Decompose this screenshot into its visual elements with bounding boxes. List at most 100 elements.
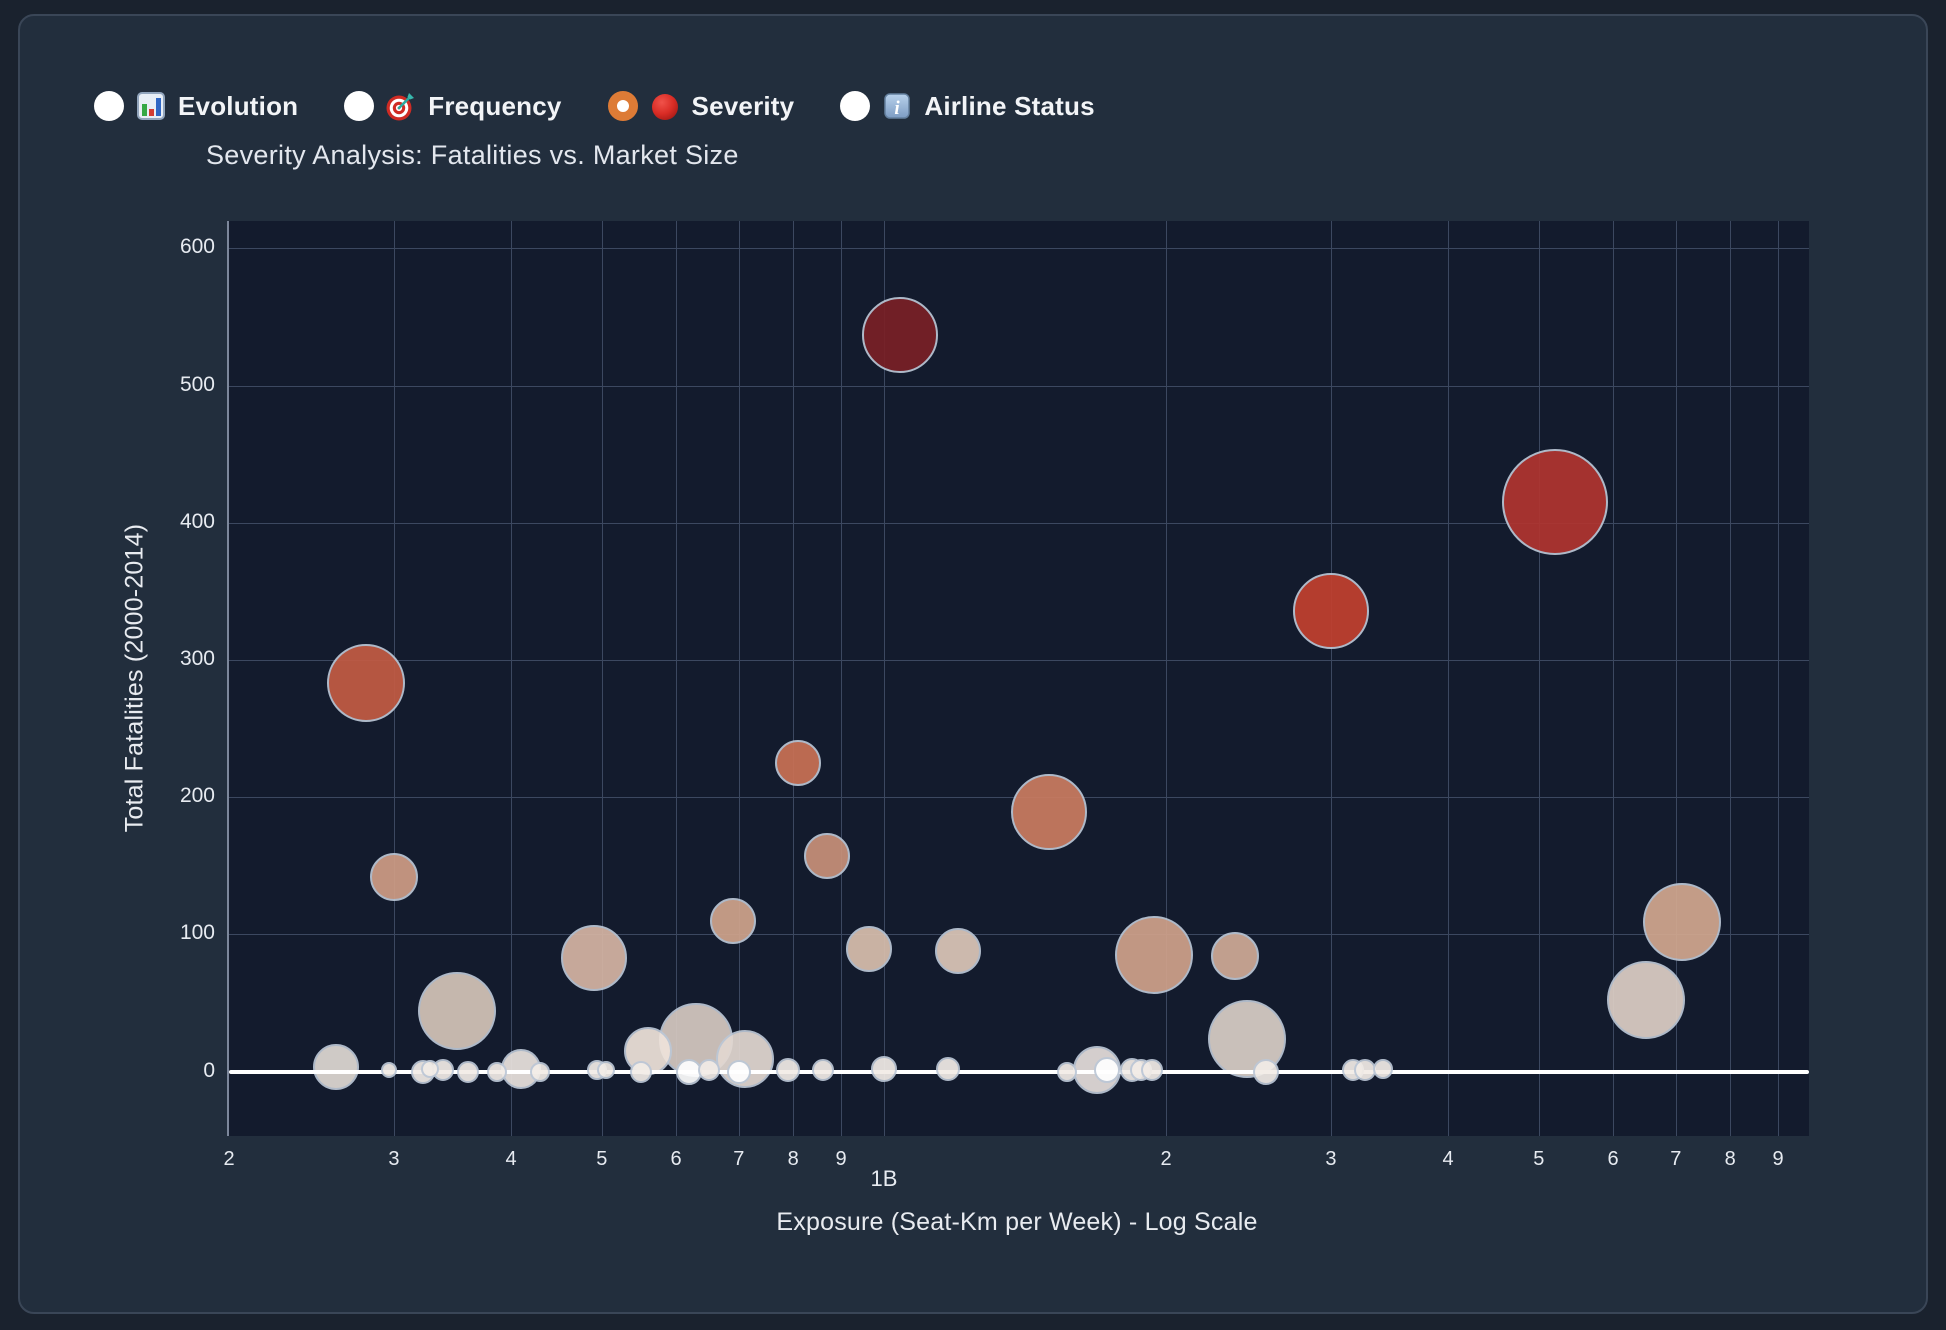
x-gridline xyxy=(793,221,795,1136)
y-tick-label: 500 xyxy=(179,372,215,396)
radio-option-frequency[interactable]: Frequency xyxy=(344,90,561,122)
x-tick-label: 8 xyxy=(1724,1148,1736,1170)
x-tick-label: 9 xyxy=(835,1148,847,1170)
radio-label: Airline Status xyxy=(924,90,1095,121)
data-point[interactable] xyxy=(804,833,851,880)
svg-text:i: i xyxy=(895,98,901,119)
radio-option-severity[interactable]: Severity xyxy=(607,90,795,122)
data-point[interactable] xyxy=(1253,1058,1280,1085)
radio-dot[interactable] xyxy=(840,91,871,121)
red-circle-icon xyxy=(649,90,681,122)
x-gridline xyxy=(841,221,843,1136)
data-point[interactable] xyxy=(417,972,496,1051)
x-tick-label: 3 xyxy=(1325,1148,1337,1170)
data-point[interactable] xyxy=(457,1060,480,1083)
radio-option-evolution[interactable]: Evolution xyxy=(94,90,298,122)
data-point[interactable] xyxy=(709,897,756,944)
x-tick-label: 7 xyxy=(733,1148,745,1170)
target-icon xyxy=(385,90,417,122)
plot-clip xyxy=(229,221,1809,1136)
data-point[interactable] xyxy=(421,1059,440,1078)
x-gridline xyxy=(883,221,885,1136)
y-tick-label: 400 xyxy=(179,509,215,533)
chart-card: Evolution Frequency Severity i Airline S… xyxy=(18,14,1928,1314)
info-icon: i xyxy=(881,90,913,122)
data-point[interactable] xyxy=(1292,572,1369,649)
data-point[interactable] xyxy=(776,1058,800,1083)
radio-dot[interactable] xyxy=(344,91,375,121)
data-point[interactable] xyxy=(697,1059,720,1082)
zero-line xyxy=(229,1069,1809,1074)
data-point[interactable] xyxy=(560,924,627,991)
x-tick-label: 9 xyxy=(1772,1148,1784,1170)
x-tick-label: 2 xyxy=(1160,1148,1172,1170)
x-gridline xyxy=(1448,221,1450,1136)
x-gridline xyxy=(511,221,513,1136)
chart-title: Severity Analysis: Fatalities vs. Market… xyxy=(206,140,739,170)
x-gridline xyxy=(738,221,740,1136)
data-point[interactable] xyxy=(1211,932,1260,981)
radio-dot[interactable] xyxy=(94,91,124,121)
data-point[interactable] xyxy=(726,1059,751,1084)
data-point[interactable] xyxy=(629,1060,652,1083)
y-tick-label: 600 xyxy=(179,235,215,259)
x-tick-label: 4 xyxy=(1442,1148,1454,1170)
data-point[interactable] xyxy=(775,739,822,786)
data-point[interactable] xyxy=(1501,449,1608,556)
y-gridline xyxy=(229,522,1809,524)
data-point[interactable] xyxy=(1642,882,1721,961)
data-point[interactable] xyxy=(312,1044,359,1091)
data-point[interactable] xyxy=(935,1056,960,1081)
radio-label: Evolution xyxy=(178,90,299,121)
data-point[interactable] xyxy=(811,1059,834,1082)
x-gridline xyxy=(601,221,603,1136)
data-point[interactable] xyxy=(486,1061,507,1082)
x-tick-label: 6 xyxy=(670,1148,682,1170)
x-gridline xyxy=(1613,221,1615,1136)
x-axis-title: Exposure (Seat-Km per Week) - Log Scale xyxy=(776,1208,1258,1236)
data-point[interactable] xyxy=(1093,1057,1120,1084)
x-tick-label: 1B xyxy=(870,1166,898,1191)
x-tick-label: 4 xyxy=(505,1148,517,1170)
x-gridline xyxy=(1166,221,1167,1136)
data-point[interactable] xyxy=(1373,1058,1394,1079)
data-point[interactable] xyxy=(1114,915,1193,994)
data-point[interactable] xyxy=(935,927,982,974)
x-tick-label: 6 xyxy=(1607,1148,1619,1170)
y-gridline xyxy=(229,385,1809,387)
data-point[interactable] xyxy=(369,852,418,901)
data-point[interactable] xyxy=(596,1061,615,1080)
data-point[interactable] xyxy=(861,296,938,373)
radio-dot[interactable] xyxy=(607,91,638,121)
x-tick-label: 2 xyxy=(223,1148,235,1170)
data-point[interactable] xyxy=(1140,1059,1163,1082)
view-selector: Evolution Frequency Severity i Airline S… xyxy=(94,90,1095,122)
x-tick-label: 8 xyxy=(787,1148,799,1170)
x-tick-label: 5 xyxy=(596,1148,608,1170)
x-tick-label: 5 xyxy=(1533,1148,1545,1170)
y-tick-label: 100 xyxy=(179,921,215,945)
radio-label: Frequency xyxy=(428,90,562,121)
x-gridline xyxy=(1675,221,1677,1136)
x-tick-label: 7 xyxy=(1670,1148,1682,1170)
data-point[interactable] xyxy=(1606,961,1685,1040)
x-tick-label: 3 xyxy=(388,1148,400,1170)
y-gridline xyxy=(229,934,1809,936)
data-point[interactable] xyxy=(846,926,893,973)
data-point[interactable] xyxy=(870,1055,897,1082)
y-tick-label: 300 xyxy=(179,646,215,670)
bar-chart-icon xyxy=(135,90,167,122)
x-gridline xyxy=(1538,221,1540,1136)
radio-label: Severity xyxy=(691,90,795,121)
plot-area: 2 3 4 5 6 7 8 9 1B 2 3 4 5 6 7 8 9 0 100 200 300 400 500 600 xyxy=(180,221,1809,1191)
data-point[interactable] xyxy=(1010,774,1087,851)
x-gridline xyxy=(1778,221,1780,1136)
y-gridline xyxy=(229,248,1809,250)
y-tick-label: 0 xyxy=(203,1058,215,1082)
data-point[interactable] xyxy=(380,1062,397,1079)
data-point[interactable] xyxy=(530,1061,551,1082)
radio-option-airline-status[interactable]: i Airline Status xyxy=(840,90,1095,122)
data-point[interactable] xyxy=(326,644,405,723)
y-tick-label: 200 xyxy=(179,784,215,808)
data-point[interactable] xyxy=(1057,1061,1078,1082)
